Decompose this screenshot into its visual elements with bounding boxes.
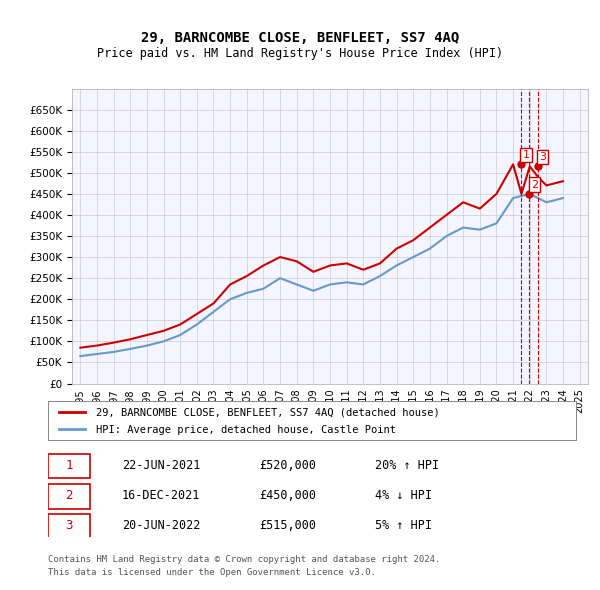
FancyBboxPatch shape — [48, 454, 90, 478]
Text: 3: 3 — [65, 519, 73, 532]
Text: 22-JUN-2021: 22-JUN-2021 — [122, 458, 200, 471]
Text: This data is licensed under the Open Government Licence v3.0.: This data is licensed under the Open Gov… — [48, 568, 376, 577]
Text: Contains HM Land Registry data © Crown copyright and database right 2024.: Contains HM Land Registry data © Crown c… — [48, 555, 440, 564]
Text: 20-JUN-2022: 20-JUN-2022 — [122, 519, 200, 532]
Text: £450,000: £450,000 — [259, 489, 316, 502]
Text: £520,000: £520,000 — [259, 458, 316, 471]
Text: Price paid vs. HM Land Registry's House Price Index (HPI): Price paid vs. HM Land Registry's House … — [97, 47, 503, 60]
Text: 4% ↓ HPI: 4% ↓ HPI — [376, 489, 433, 502]
Text: 1: 1 — [65, 458, 73, 471]
Text: 29, BARNCOMBE CLOSE, BENFLEET, SS7 4AQ: 29, BARNCOMBE CLOSE, BENFLEET, SS7 4AQ — [141, 31, 459, 45]
Text: HPI: Average price, detached house, Castle Point: HPI: Average price, detached house, Cast… — [95, 425, 395, 435]
Text: 3: 3 — [539, 152, 546, 162]
Text: 5% ↑ HPI: 5% ↑ HPI — [376, 519, 433, 532]
FancyBboxPatch shape — [48, 514, 90, 539]
Text: £515,000: £515,000 — [259, 519, 316, 532]
Text: 16-DEC-2021: 16-DEC-2021 — [122, 489, 200, 502]
Text: 1: 1 — [523, 150, 530, 160]
Text: 29, BARNCOMBE CLOSE, BENFLEET, SS7 4AQ (detached house): 29, BARNCOMBE CLOSE, BENFLEET, SS7 4AQ (… — [95, 408, 439, 418]
Text: 2: 2 — [531, 179, 538, 189]
FancyBboxPatch shape — [48, 484, 90, 509]
Text: 2: 2 — [65, 489, 73, 502]
Text: 20% ↑ HPI: 20% ↑ HPI — [376, 458, 439, 471]
